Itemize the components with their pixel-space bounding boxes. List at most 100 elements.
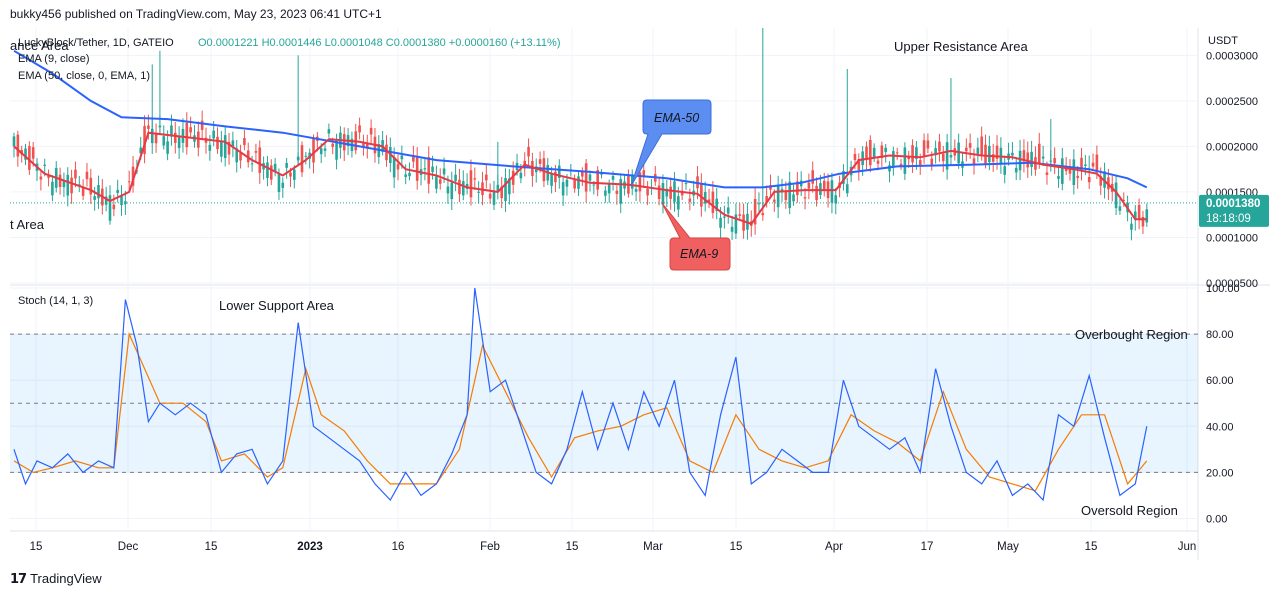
candle-body xyxy=(1133,211,1137,220)
candle-body xyxy=(323,148,327,151)
candle-body xyxy=(1041,156,1045,159)
candle-body xyxy=(500,186,503,199)
candle-body xyxy=(1064,167,1068,172)
stoch-pane[interactable] xyxy=(10,286,1198,531)
candle-body xyxy=(899,163,903,166)
candle-body xyxy=(254,151,258,153)
time-tick-label: 15 xyxy=(730,541,743,553)
candle-body xyxy=(258,147,262,173)
time-tick-label: Jun xyxy=(1178,541,1197,553)
candle-body xyxy=(1080,157,1083,170)
candle-body xyxy=(89,177,93,195)
candle-body xyxy=(450,182,454,200)
candle-body xyxy=(845,184,849,194)
candle-body xyxy=(803,197,807,199)
candle-body xyxy=(519,172,523,179)
candle-body xyxy=(903,147,907,174)
candle-body xyxy=(369,127,373,135)
candle-body xyxy=(965,147,968,152)
candle-body xyxy=(47,175,50,178)
candle-body xyxy=(85,171,89,180)
time-tick-label: 15 xyxy=(1085,541,1098,553)
candle-body xyxy=(968,143,972,148)
candle-body xyxy=(1122,199,1126,201)
candle-body xyxy=(150,128,154,144)
candle-body xyxy=(127,181,131,183)
candle-body xyxy=(723,216,726,218)
candle-body xyxy=(385,144,388,161)
candle-body xyxy=(458,179,461,195)
currency-label: USDT xyxy=(1208,35,1238,47)
ema-lines xyxy=(13,49,1148,225)
candle-body xyxy=(822,180,826,190)
candle-body xyxy=(980,136,983,156)
time-tick-label: Feb xyxy=(480,541,500,553)
stoch-lines xyxy=(13,287,1148,502)
candle-body xyxy=(147,125,150,129)
candle-body xyxy=(642,170,646,178)
support-area-left-label: t Area xyxy=(10,217,45,232)
candle-body xyxy=(657,185,661,200)
candle-body xyxy=(861,151,864,166)
candle-body xyxy=(266,162,269,178)
candle-body xyxy=(131,166,135,186)
candle-body xyxy=(995,145,999,159)
candle-body xyxy=(446,186,450,194)
candle-body xyxy=(70,177,73,194)
candle-body xyxy=(1130,223,1133,230)
candle-body xyxy=(362,142,365,147)
candle-body xyxy=(646,188,649,196)
candle-body xyxy=(392,157,396,178)
candle-body xyxy=(16,134,20,157)
candle-body xyxy=(938,141,941,152)
candle-body xyxy=(991,154,995,162)
published-text: bukky456 published on TradingView.com, M… xyxy=(10,7,382,21)
lower-support-label: Lower Support Area xyxy=(219,298,335,313)
candle-body xyxy=(235,148,239,163)
candle-body xyxy=(74,169,77,179)
candle-body xyxy=(1099,176,1103,186)
candle-body xyxy=(304,155,308,157)
ema9-callout: EMA-9 xyxy=(661,202,731,271)
price-grid xyxy=(10,28,1198,531)
tradingview-footer: 17 TradingView xyxy=(0,564,1280,595)
current-price-value: 0.0001380 xyxy=(1206,198,1260,210)
candle-body xyxy=(1011,152,1014,156)
stoch-tick-label: 80.00 xyxy=(1206,329,1234,341)
candle-body xyxy=(124,201,127,205)
candle-body xyxy=(700,183,703,207)
candle-body xyxy=(634,188,638,192)
candle-body xyxy=(438,179,442,184)
candle-body xyxy=(508,178,511,195)
candle-body xyxy=(488,193,492,199)
candle-body xyxy=(876,160,880,164)
candle-body xyxy=(120,195,123,206)
price-tick-label: 0.0003000 xyxy=(1206,50,1258,62)
candle-body xyxy=(1045,172,1049,176)
candle-body xyxy=(435,176,438,189)
candle-body xyxy=(162,136,166,146)
candle-body xyxy=(504,177,507,202)
price-tick-label: 0.0002000 xyxy=(1206,141,1258,153)
candle-body xyxy=(730,226,734,232)
candle-body xyxy=(231,140,235,147)
candle-body xyxy=(331,143,335,147)
candle-body xyxy=(1053,158,1056,164)
candle-body xyxy=(661,183,665,205)
time-tick-label: 17 xyxy=(921,541,934,553)
candle-body xyxy=(62,179,66,188)
candle-body xyxy=(312,138,315,163)
candle-body xyxy=(869,140,872,166)
candle-body xyxy=(408,172,411,177)
overbought-label: Overbought Region xyxy=(1075,327,1188,342)
tradingview-logo[interactable]: 17 TradingView xyxy=(10,571,102,587)
candle-body xyxy=(281,182,285,188)
candle-body xyxy=(1030,151,1033,167)
candle-body xyxy=(742,214,745,231)
candle-body xyxy=(707,199,711,204)
brand-name: TradingView xyxy=(30,571,102,586)
candle-body xyxy=(1091,162,1095,167)
candle-body xyxy=(166,141,169,154)
candle-body xyxy=(988,146,991,163)
